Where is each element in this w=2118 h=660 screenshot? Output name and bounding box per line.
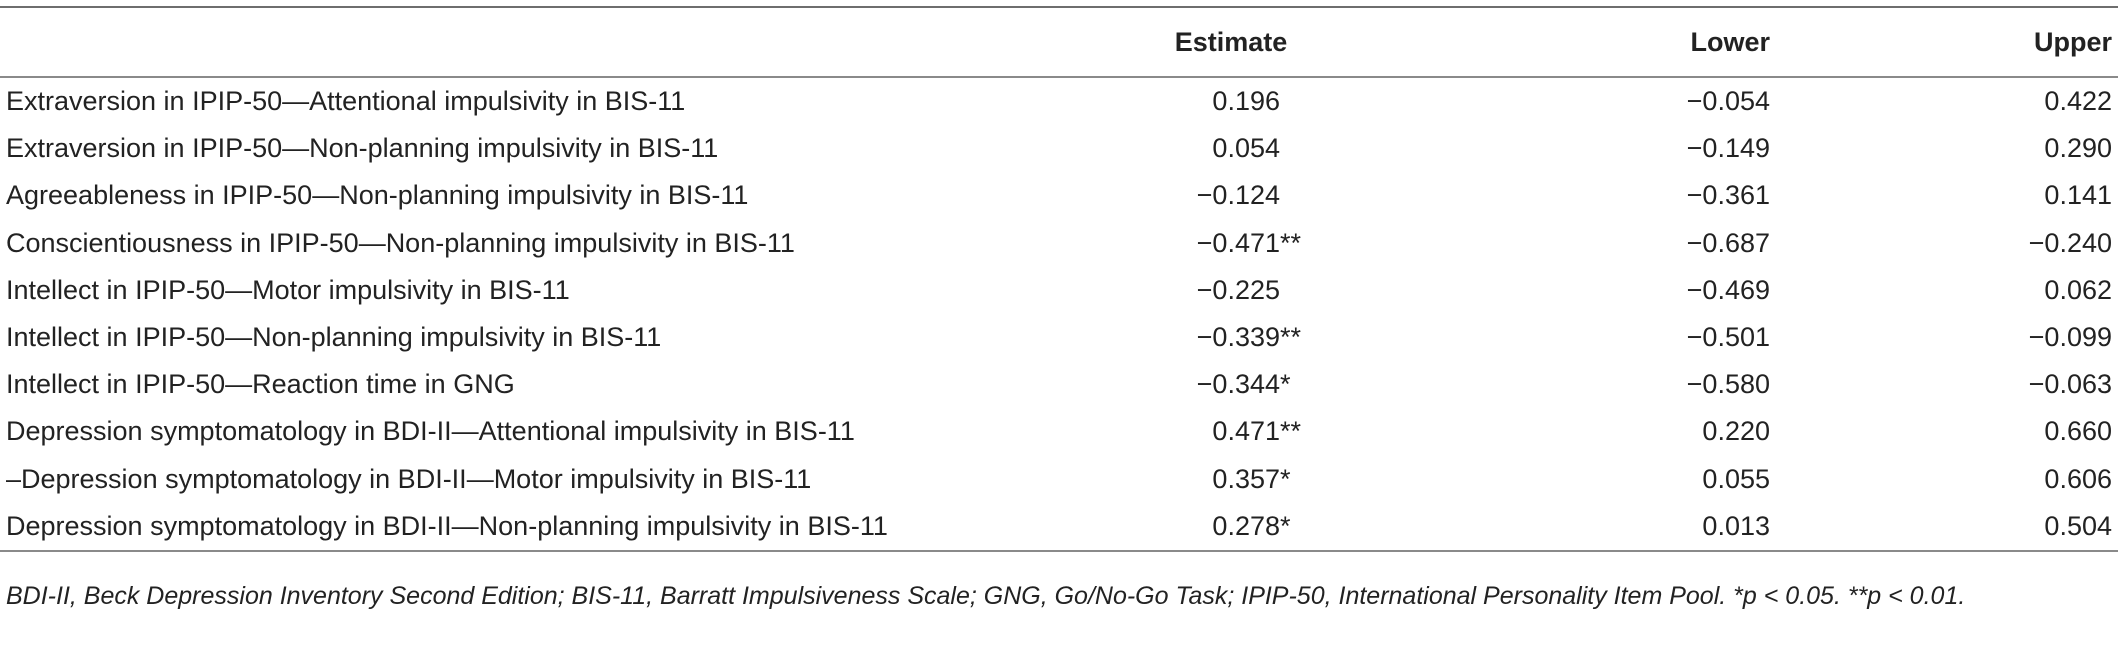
row-upper: 0.606 [2044, 463, 2112, 494]
row-lower: −0.469 [1686, 274, 1770, 305]
estimate-value: 0.278 [1212, 510, 1280, 541]
estimate-value: 0.196 [1212, 86, 1280, 117]
row-estimate: −0.344* [1060, 361, 1414, 408]
significance-marker: * [1280, 463, 1291, 494]
estimate-value: −0.225 [1196, 274, 1280, 305]
row-estimate: 0.471** [1060, 408, 1414, 455]
row-label: Agreeableness in IPIP-50—Non-planning im… [6, 180, 749, 211]
row-lower: 0.220 [1702, 416, 1770, 447]
table-row: Intellect in IPIP-50—Motor impulsivity i… [0, 267, 2118, 314]
estimate-value: −0.339 [1196, 322, 1280, 353]
row-label: Intellect in IPIP-50—Motor impulsivity i… [6, 274, 570, 305]
significance-marker: ** [1280, 322, 1302, 353]
table-row: Extraversion in IPIP-50—Non-planning imp… [0, 125, 2118, 172]
row-lower: −0.149 [1686, 133, 1770, 164]
row-lower: −0.054 [1686, 86, 1770, 117]
estimate-value: 0.054 [1212, 133, 1280, 164]
row-lower: 0.055 [1702, 463, 1770, 494]
row-upper: 0.660 [2044, 416, 2112, 447]
row-label: Extraversion in IPIP-50—Non-planning imp… [6, 133, 719, 164]
row-upper: −0.063 [2028, 369, 2112, 400]
table-row: Depression symptomatology in BDI-II—Non-… [0, 503, 2118, 551]
row-lower: −0.687 [1686, 227, 1770, 258]
row-label: Intellect in IPIP-50—Non-planning impuls… [6, 322, 662, 353]
row-estimate: 0.196 [1060, 77, 1414, 125]
table-body: Extraversion in IPIP-50—Attentional impu… [0, 77, 2118, 551]
row-upper: 0.290 [2044, 133, 2112, 164]
estimate-value: 0.357 [1212, 463, 1280, 494]
row-label: Intellect in IPIP-50—Reaction time in GN… [6, 369, 515, 400]
estimate-value: −0.124 [1196, 180, 1280, 211]
significance-marker: * [1280, 369, 1291, 400]
row-upper: −0.099 [2028, 322, 2112, 353]
header-label [0, 7, 1060, 77]
row-lower: −0.361 [1686, 180, 1770, 211]
correlation-table: Estimate Lower Upper Extraversion in IPI… [0, 6, 2118, 552]
header-upper: Upper [2033, 26, 2112, 57]
row-lower: 0.013 [1702, 510, 1770, 541]
header-estimate-label: Estimate [1174, 26, 1288, 57]
header-estimate: Estimate [1060, 7, 1414, 77]
header-lower: Lower [1690, 26, 1770, 57]
row-label: Extraversion in IPIP-50—Attentional impu… [6, 86, 686, 117]
row-estimate: 0.357* [1060, 456, 1414, 503]
row-upper: −0.240 [2028, 227, 2112, 258]
row-lower: −0.501 [1686, 322, 1770, 353]
table-footnote: BDI-II, Beck Depression Inventory Second… [6, 582, 1966, 610]
row-label: Depression symptomatology in BDI-II—Atte… [6, 416, 855, 447]
estimate-value: 0.471 [1212, 416, 1280, 447]
table-row: Intellect in IPIP-50—Reaction time in GN… [0, 361, 2118, 408]
table-header-row: Estimate Lower Upper [0, 7, 2118, 77]
row-upper: 0.141 [2044, 180, 2112, 211]
estimate-value: −0.344 [1196, 369, 1280, 400]
row-lower: −0.580 [1686, 369, 1770, 400]
estimate-value: −0.471 [1196, 227, 1280, 258]
table-row: Agreeableness in IPIP-50—Non-planning im… [0, 172, 2118, 219]
row-label: –Depression symptomatology in BDI-II—Mot… [6, 463, 812, 494]
significance-marker: * [1280, 510, 1291, 541]
row-estimate: 0.278* [1060, 503, 1414, 551]
table-row: Conscientiousness in IPIP-50—Non-plannin… [0, 220, 2118, 267]
table-row: Intellect in IPIP-50—Non-planning impuls… [0, 314, 2118, 361]
significance-marker: ** [1280, 227, 1302, 258]
row-label: Depression symptomatology in BDI-II—Non-… [6, 510, 888, 541]
row-label: Conscientiousness in IPIP-50—Non-plannin… [6, 227, 795, 258]
row-upper: 0.422 [2044, 86, 2112, 117]
row-estimate: −0.225 [1060, 267, 1414, 314]
row-estimate: 0.054 [1060, 125, 1414, 172]
significance-marker: ** [1280, 416, 1302, 447]
table-row: Extraversion in IPIP-50—Attentional impu… [0, 77, 2118, 125]
row-upper: 0.504 [2044, 510, 2112, 541]
table-row: –Depression symptomatology in BDI-II—Mot… [0, 456, 2118, 503]
row-upper: 0.062 [2044, 274, 2112, 305]
table-row: Depression symptomatology in BDI-II—Atte… [0, 408, 2118, 455]
row-estimate: −0.339** [1060, 314, 1414, 361]
row-estimate: −0.471** [1060, 220, 1414, 267]
row-estimate: −0.124 [1060, 172, 1414, 219]
